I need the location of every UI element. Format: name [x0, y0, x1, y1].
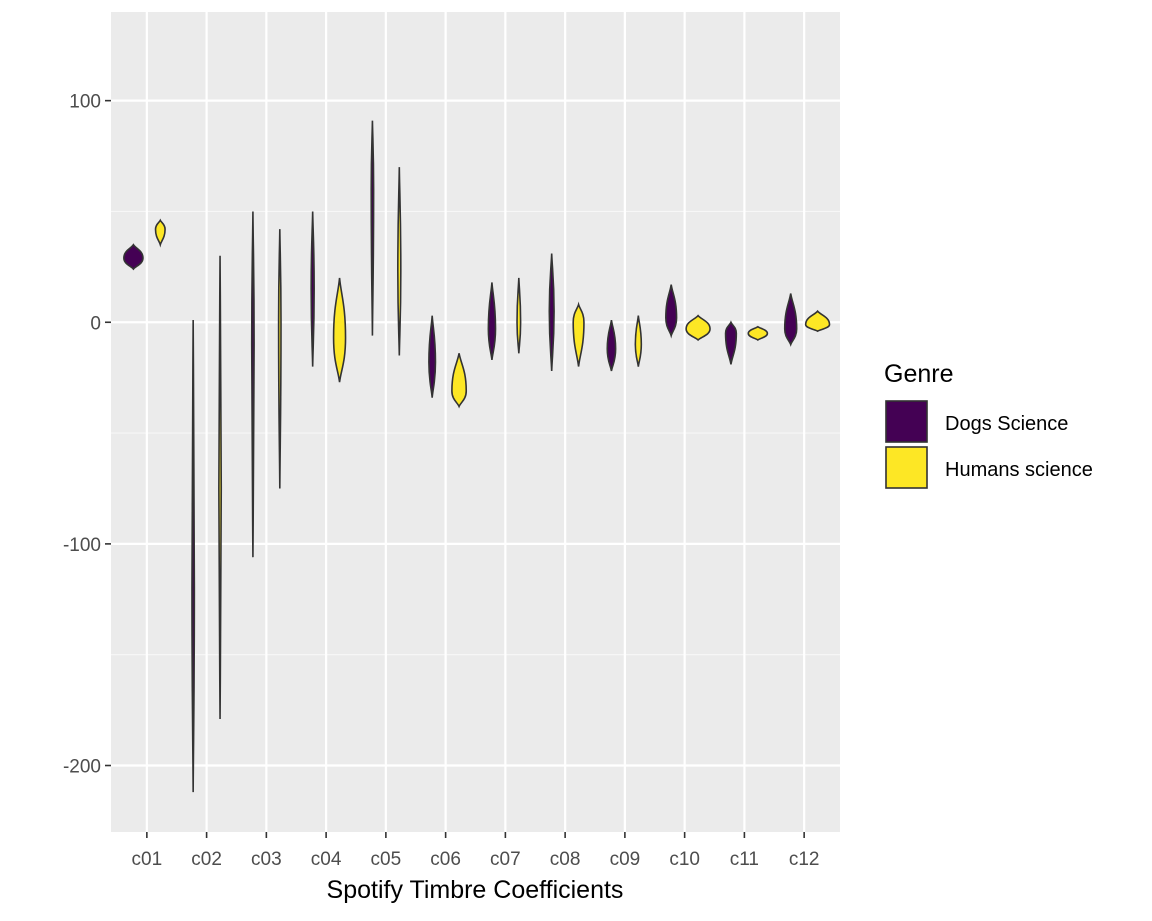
- x-tick-label-c02: c02: [191, 849, 222, 870]
- violin-c03-humans-science: [277, 229, 282, 489]
- y-tick-label: -200: [63, 757, 101, 778]
- violin-c04-dogs-science: [310, 211, 315, 367]
- legend-title: Genre: [884, 360, 953, 388]
- legend: Genre Dogs Science Humans science: [884, 360, 1093, 489]
- y-tick-label: 0: [90, 313, 101, 334]
- x-tick-label-c07: c07: [490, 849, 521, 870]
- major-gridlines: [111, 12, 840, 832]
- y-tick-label: -100: [63, 535, 101, 556]
- violins-layer: [123, 120, 831, 793]
- violin-c08-humans-science: [572, 301, 585, 367]
- violin-c02-dogs-science: [191, 320, 196, 793]
- violin-c04-humans-science: [332, 277, 347, 383]
- violin-c01-humans-science: [154, 218, 166, 248]
- violin-c12-humans-science: [804, 309, 831, 333]
- legend-label-dogs-science: Dogs Science: [945, 413, 1068, 435]
- violin-c09-humans-science: [634, 315, 643, 367]
- x-tick-label-c06: c06: [430, 849, 461, 870]
- plot-panel: [111, 12, 840, 832]
- minor-gridlines: [111, 210, 840, 656]
- violin-c05-dogs-science: [370, 120, 375, 336]
- legend-swatch-dogs-science: [885, 400, 928, 443]
- x-tick-label-c01: c01: [132, 849, 163, 870]
- legend-label-humans-science: Humans science: [945, 459, 1093, 481]
- violin-c07-dogs-science: [487, 282, 497, 361]
- x-tick-label-c09: c09: [610, 849, 641, 870]
- violin-c03-dogs-science: [250, 211, 255, 558]
- y-tick-label: 100: [69, 92, 101, 113]
- violin-c11-dogs-science: [724, 320, 738, 365]
- violin-c12-dogs-science: [783, 293, 798, 347]
- x-tick-label-c05: c05: [371, 849, 402, 870]
- x-tick-label-c11: c11: [730, 849, 759, 870]
- violin-c06-dogs-science: [428, 315, 437, 398]
- violin-c05-humans-science: [397, 167, 402, 356]
- violin-c09-dogs-science: [606, 319, 617, 372]
- x-axis: c01 c02 c03 c04 c05 c06 c07 c08 c09 c10 c11 c12: [132, 832, 820, 870]
- violin-c10-humans-science: [685, 314, 711, 342]
- violin-c08-dogs-science: [548, 253, 555, 372]
- x-tick-label-c10: c10: [669, 849, 700, 870]
- x-tick-label-c08: c08: [550, 849, 581, 870]
- x-axis-title: Spotify Timbre Coefficients: [327, 876, 624, 904]
- violin-c06-humans-science: [451, 353, 468, 409]
- y-axis: 100 0 -100 -200: [63, 92, 111, 778]
- violin-c07-humans-science: [516, 277, 522, 354]
- x-tick-label-c03: c03: [251, 849, 282, 870]
- violin-c10-dogs-science: [665, 284, 678, 339]
- violin-c11-humans-science: [747, 325, 769, 342]
- x-tick-label-c04: c04: [311, 849, 342, 870]
- x-tick-label-c12: c12: [789, 849, 820, 870]
- legend-swatch-humans-science: [885, 446, 928, 489]
- violin-c02-humans-science: [218, 255, 223, 719]
- violin-c01-dogs-science: [123, 243, 144, 271]
